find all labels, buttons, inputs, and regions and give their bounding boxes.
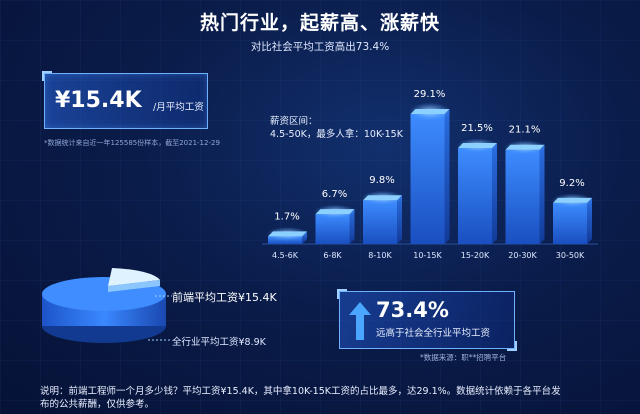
x-tick-label: 20-30K [508, 251, 537, 260]
salary-range-note: 薪资区间： 4.5-50K，最多人拿：10K-15K [270, 115, 403, 141]
average-salary-unit: /月平均工资 [153, 102, 204, 113]
bar-side [587, 197, 592, 244]
x-tick-label: 15-20K [461, 251, 490, 260]
pie-slice-side [108, 280, 160, 292]
bar [410, 114, 445, 244]
box-corner-decoration [42, 71, 52, 81]
bar-value-label: 1.7% [274, 211, 299, 222]
bar-value-label: 6.7% [322, 189, 347, 200]
x-tick-label: 10-15K [413, 251, 442, 260]
bar-top [315, 209, 355, 215]
bar [553, 202, 587, 244]
frontend-salary-label: 前端平均工资¥15.4K [172, 291, 277, 304]
bar [458, 147, 492, 244]
box-corner-decoration [507, 341, 517, 351]
bar-value-label: 9.2% [559, 178, 584, 189]
overall-salary-label: 全行业平均工资¥8.9K [172, 337, 266, 348]
page-subtitle: 对比社会平均工资高出73.4% [250, 41, 390, 53]
x-tick-label: 6-8K [323, 251, 342, 260]
bar-top [410, 109, 450, 114]
bar-value-label: 21.1% [509, 125, 541, 136]
bar-value-label: 29.1% [414, 89, 446, 100]
bar-side [539, 144, 545, 244]
salary-range-detail: 4.5-50K，最多人拿：10K-15K [270, 129, 403, 140]
comparison-percent: 73.4% [376, 298, 449, 322]
bar [315, 214, 350, 244]
page-title: 热门行业，起薪高、涨薪快 [199, 12, 440, 34]
bar-value-label: 9.8% [369, 175, 394, 186]
average-salary-value: ¥15.4K [55, 88, 142, 113]
average-salary-box: ¥15.4K /月平均工资 [42, 71, 208, 129]
sample-note: *数据统计来自近一年125585份样本，截至2021-12-29 [44, 139, 220, 147]
salary-range-title: 薪资区间： [270, 116, 318, 127]
salary-cylinder-illustration [42, 268, 166, 343]
bar-value-label: 21.5% [461, 123, 493, 134]
comparison-description: 远高于社会全行业平均工资 [376, 328, 491, 339]
bar-top [505, 144, 545, 150]
bar-side [349, 209, 355, 244]
bar [505, 149, 540, 244]
bar-side [492, 142, 497, 244]
arrow-up-icon [349, 302, 371, 340]
bar-top [363, 195, 402, 201]
bar [363, 200, 397, 244]
bar-side [397, 195, 402, 244]
data-source-note: *数据来源：职**招聘平台 [420, 353, 507, 362]
bar-top [553, 197, 592, 203]
x-tick-label: 30-50K [556, 251, 585, 260]
box-corner-decoration [337, 289, 347, 299]
x-tick-label: 4.5-6K [272, 251, 299, 260]
x-tick-label: 8-10K [368, 251, 392, 260]
footer-explanation: 说明：前端工程师一个月多少钱？平均工资¥15.4K，其中拿10K-15K工资的占… [40, 386, 561, 410]
bar-top [458, 142, 497, 148]
comparison-box: 73.4% 远高于社会全行业平均工资 [337, 289, 517, 351]
bar-side [444, 109, 450, 244]
bar-top [268, 231, 307, 237]
